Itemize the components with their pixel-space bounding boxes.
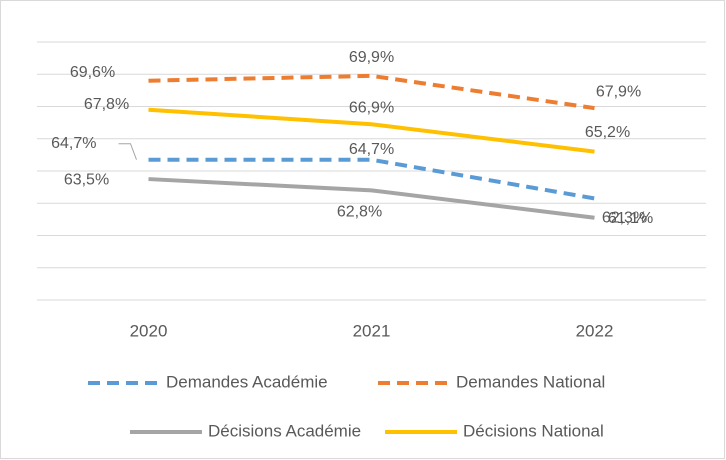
data-label: 62,8% [337,204,382,221]
data-label: 66,9% [349,99,394,116]
data-label: 64,7% [51,135,96,152]
x-tick-label: 2022 [576,321,614,340]
data-label: 62,3% [602,210,647,227]
legend-label: Décisions National [463,421,604,440]
legend-label: Demandes Académie [166,372,328,391]
data-label: 63,5% [64,171,109,188]
leader-line [118,143,137,160]
legend-label: Demandes National [456,372,605,391]
x-tick-label: 2020 [130,321,168,340]
data-label: 69,6% [70,64,115,81]
x-tick-label: 2021 [353,321,391,340]
legend-label: Décisions Académie [208,421,361,440]
data-label: 65,2% [585,124,630,141]
data-label: 67,9% [596,83,641,100]
data-label: 64,7% [349,141,394,158]
data-label: 69,9% [349,49,394,66]
data-label: 61,1% [608,210,653,227]
series-line [148,177,595,220]
data-label: 67,8% [84,96,129,113]
series-line [148,107,595,154]
